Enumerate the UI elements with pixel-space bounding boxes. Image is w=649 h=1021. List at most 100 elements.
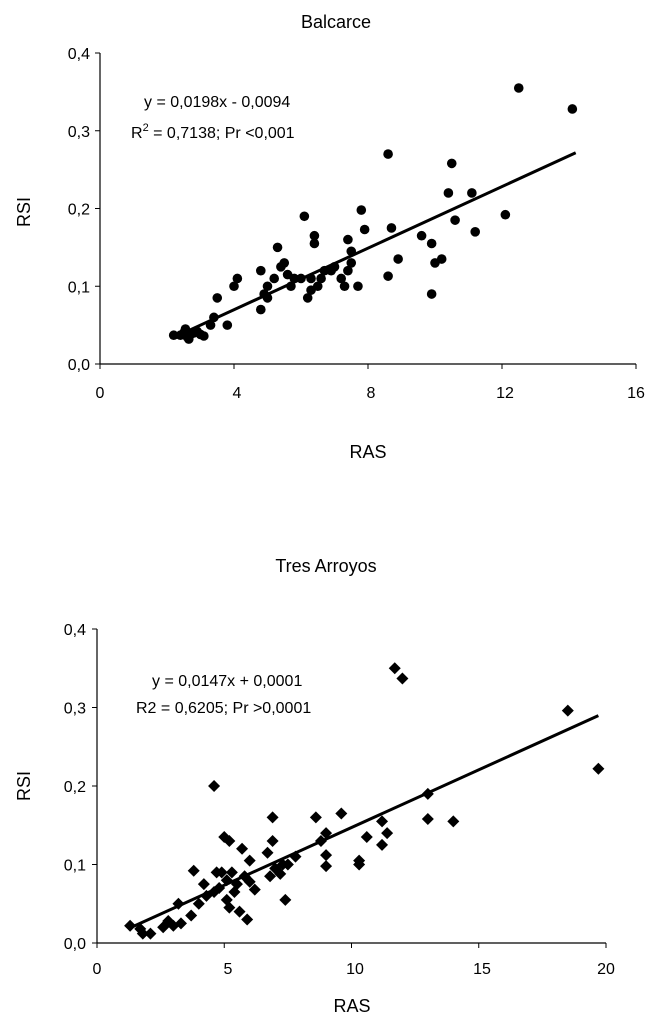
data-point bbox=[248, 883, 261, 896]
data-point bbox=[296, 273, 306, 284]
data-point bbox=[561, 704, 574, 717]
data-point bbox=[199, 331, 209, 341]
y-tick-label: 0,0 bbox=[64, 936, 86, 953]
data-point bbox=[230, 878, 243, 891]
data-point bbox=[274, 867, 287, 880]
data-point bbox=[261, 846, 274, 859]
chart-title: Balcarce bbox=[301, 12, 371, 32]
data-point bbox=[353, 858, 366, 871]
data-point bbox=[309, 230, 320, 241]
data-point bbox=[386, 223, 397, 233]
data-point bbox=[356, 205, 367, 215]
data-point bbox=[279, 893, 292, 906]
data-point bbox=[255, 304, 266, 315]
data-point bbox=[209, 312, 219, 323]
data-point bbox=[185, 909, 198, 922]
data-point bbox=[470, 227, 481, 237]
data-point bbox=[208, 780, 221, 792]
y-axis-label: RSI bbox=[14, 771, 34, 801]
data-point bbox=[144, 927, 157, 940]
data-point bbox=[223, 901, 236, 914]
data-point bbox=[567, 104, 578, 114]
data-point bbox=[376, 815, 389, 828]
data-point bbox=[329, 262, 340, 272]
data-point bbox=[174, 917, 187, 930]
data-point bbox=[426, 289, 437, 299]
data-point bbox=[353, 281, 363, 292]
data-point bbox=[222, 320, 233, 330]
data-point bbox=[450, 215, 460, 225]
x-tick-label: 15 bbox=[473, 961, 491, 978]
data-point bbox=[220, 874, 233, 887]
data-point bbox=[136, 927, 149, 940]
data-point bbox=[316, 273, 326, 284]
data-point bbox=[513, 83, 524, 93]
data-point bbox=[236, 842, 249, 855]
data-point bbox=[443, 188, 454, 198]
data-point bbox=[383, 271, 393, 281]
data-point bbox=[339, 281, 350, 292]
data-point bbox=[500, 209, 511, 220]
data-points bbox=[168, 83, 578, 344]
regression-stats: R2 = 0,7138; Pr <0,001 bbox=[131, 122, 295, 142]
data-point bbox=[266, 811, 279, 824]
data-point bbox=[197, 878, 210, 891]
data-point bbox=[320, 849, 333, 862]
data-point bbox=[426, 238, 437, 249]
x-axis-label: RAS bbox=[349, 442, 386, 462]
data-point bbox=[286, 281, 296, 292]
data-point bbox=[302, 293, 313, 303]
data-point bbox=[396, 672, 409, 685]
data-point bbox=[215, 866, 228, 879]
y-tick-label: 0,4 bbox=[68, 46, 90, 63]
data-point bbox=[447, 815, 460, 828]
data-point bbox=[243, 875, 256, 888]
data-point bbox=[359, 224, 370, 235]
data-point bbox=[243, 854, 256, 867]
data-point bbox=[421, 812, 434, 825]
x-tick-label: 16 bbox=[627, 385, 645, 402]
data-point bbox=[168, 330, 179, 341]
y-tick-label: 0,0 bbox=[68, 357, 90, 374]
data-point bbox=[281, 858, 294, 871]
x-tick-label: 0 bbox=[93, 961, 102, 978]
x-tick-label: 20 bbox=[597, 961, 615, 978]
data-point bbox=[223, 834, 236, 847]
data-point bbox=[314, 834, 327, 847]
data-point bbox=[346, 258, 357, 268]
trendline bbox=[173, 151, 577, 339]
trendline bbox=[129, 714, 599, 930]
x-tick-label: 5 bbox=[224, 961, 233, 978]
data-point bbox=[592, 762, 605, 775]
data-point bbox=[309, 238, 320, 249]
data-point bbox=[393, 254, 403, 264]
data-point bbox=[213, 882, 226, 895]
data-point bbox=[264, 870, 277, 883]
data-point bbox=[229, 281, 239, 292]
data-point bbox=[388, 662, 401, 675]
data-point bbox=[381, 827, 394, 840]
data-point bbox=[262, 281, 273, 292]
data-point bbox=[383, 149, 393, 159]
data-point bbox=[225, 866, 238, 879]
y-axis-label: RSI bbox=[14, 197, 34, 227]
data-point bbox=[309, 811, 322, 824]
chart-tres-arroyos: Tres Arroyos RSI RAS 0,4 0,3 0,2 0,1 0,0… bbox=[14, 556, 615, 1016]
data-point bbox=[272, 242, 283, 253]
data-point bbox=[320, 827, 333, 840]
data-points bbox=[124, 662, 605, 940]
y-tick-label: 0,4 bbox=[64, 622, 86, 639]
data-point bbox=[124, 919, 137, 932]
data-point bbox=[279, 258, 290, 268]
data-point bbox=[232, 273, 243, 284]
data-point bbox=[269, 273, 280, 284]
x-tick-label: 10 bbox=[346, 961, 364, 978]
data-point bbox=[299, 211, 310, 222]
data-point bbox=[241, 913, 254, 926]
data-point bbox=[343, 234, 353, 245]
data-point bbox=[335, 807, 348, 820]
data-point bbox=[421, 787, 434, 800]
regression-equation: y = 0,0147x + 0,0001 bbox=[152, 673, 302, 690]
data-point bbox=[416, 230, 427, 241]
